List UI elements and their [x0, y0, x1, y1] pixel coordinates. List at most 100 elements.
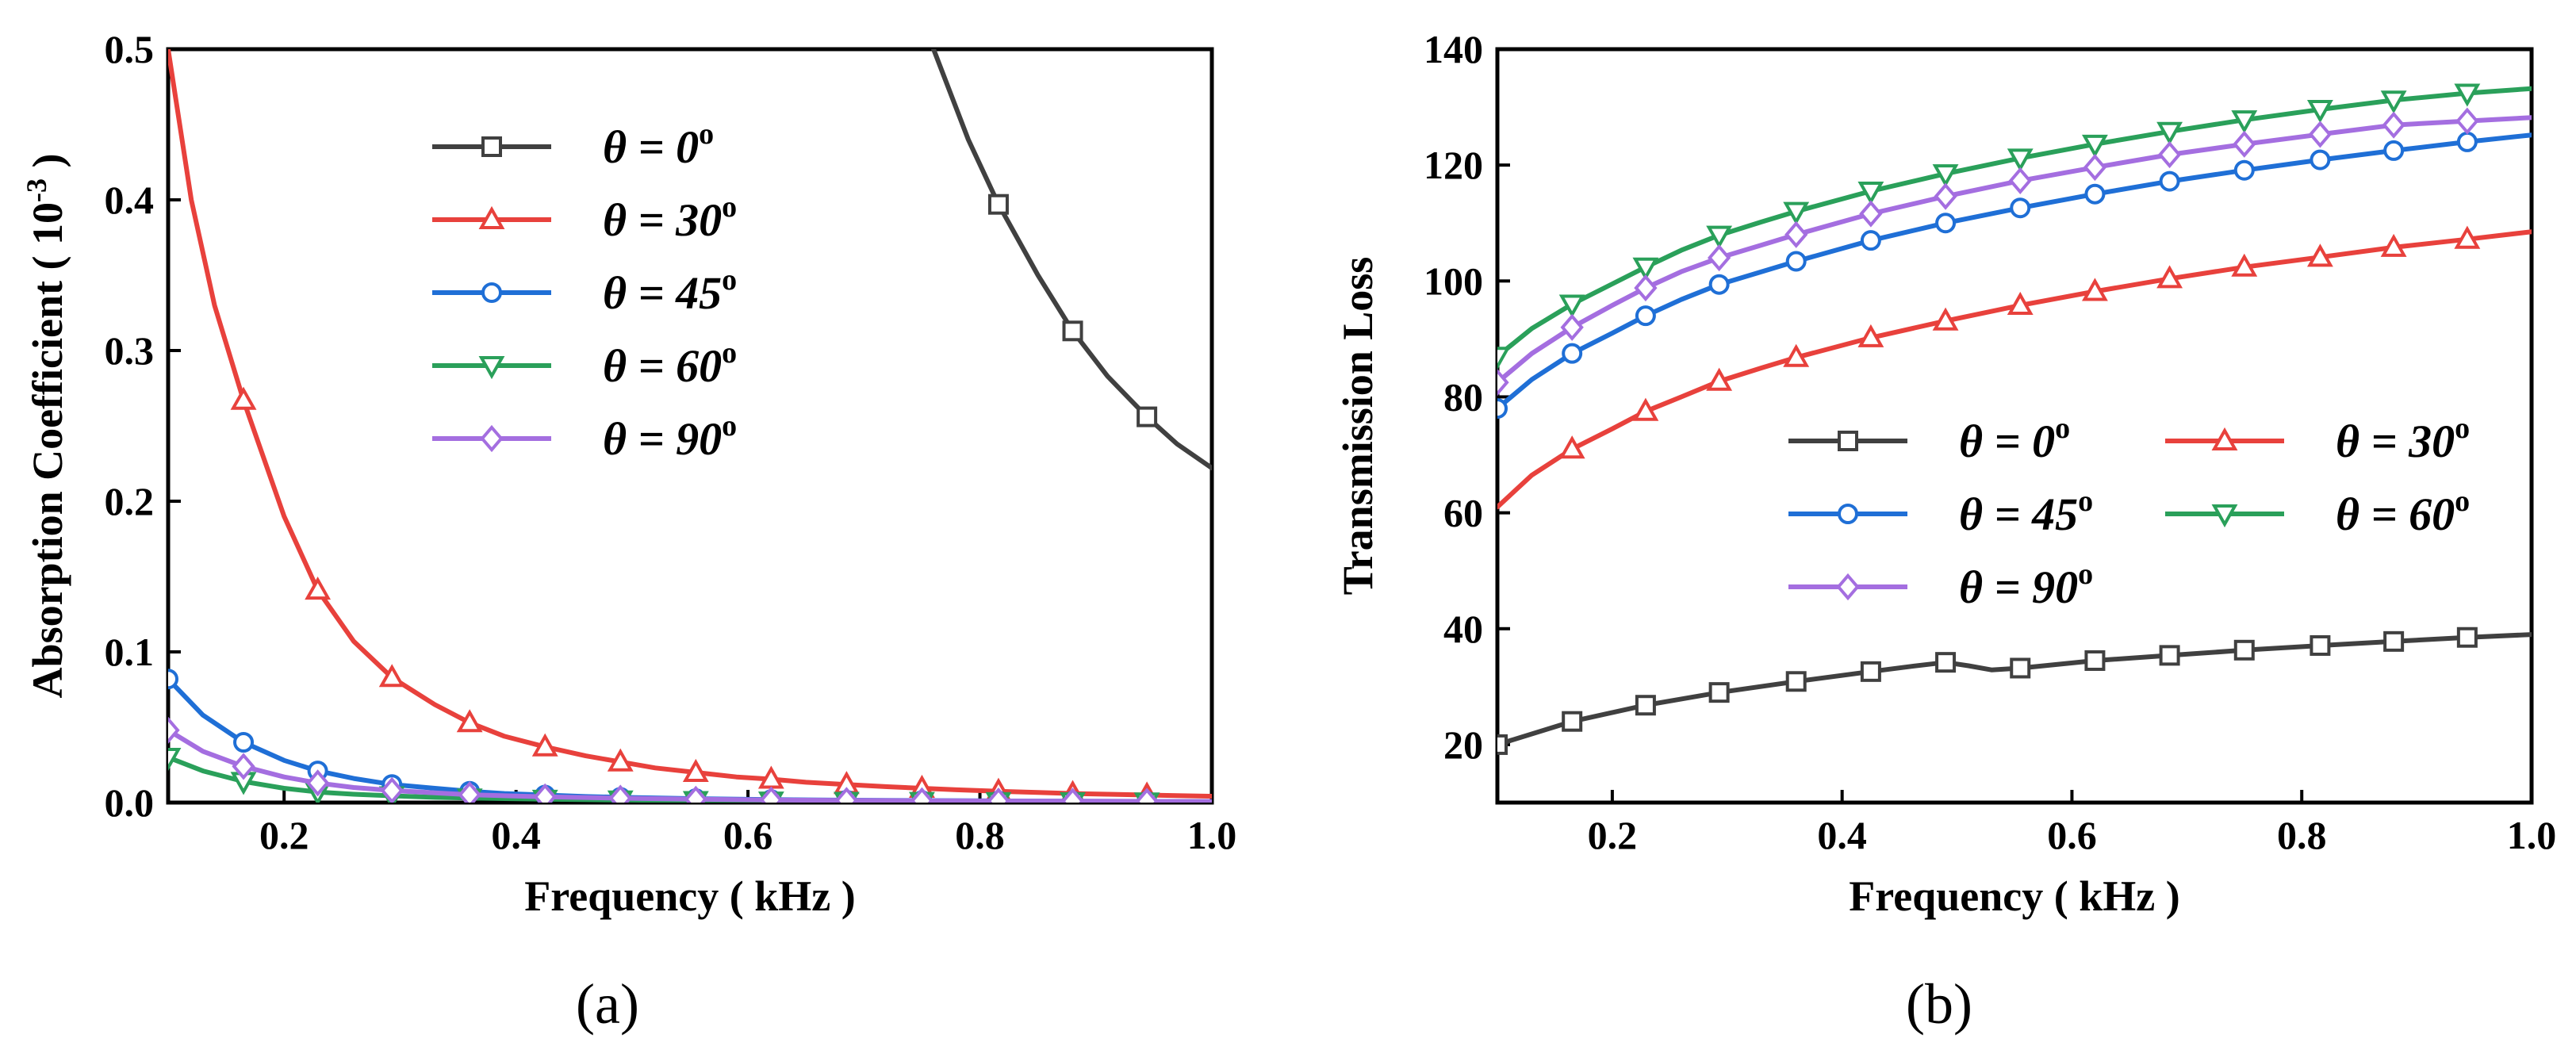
chart-a-point-theta-90: [1060, 788, 1085, 803]
chart-b-legend-label: θ = 90o: [1959, 558, 2093, 613]
chart-b-point-theta-60: [2081, 134, 2108, 158]
chart-a-point-theta-30: [305, 577, 332, 600]
chart-a-point-theta-90: [910, 787, 934, 803]
chart-b-y-tick-label: 80: [1443, 374, 1483, 419]
chart-a-y-tick-label: 0.4: [105, 178, 155, 222]
chart-b-point-theta-60: [2007, 148, 2034, 172]
chart-a-legend-item-theta-45: θ = 45o: [432, 263, 737, 319]
chart-a-y-axis-label-exponent: -3: [21, 178, 52, 202]
chart-a-legend-label: θ = 60o: [603, 336, 737, 392]
chart-b-point-theta-60: [1783, 201, 1810, 225]
chart-b-point-theta-30: [2007, 291, 2034, 315]
chart-b-y-tick-label: 60: [1443, 491, 1483, 535]
chart-b-point-theta-0: [1935, 652, 1957, 673]
chart-a-point-theta-0: [987, 194, 1009, 215]
chart-b-point-theta-30: [1932, 307, 1959, 331]
chart-b-point-theta-60: [1632, 257, 1659, 281]
chart-a-legend-label: θ = 0o: [603, 117, 714, 173]
chart-b-point-theta-45: [1708, 274, 1730, 295]
chart-b-point-theta-0: [1497, 734, 1508, 755]
chart-b-point-theta-90: [2455, 107, 2479, 135]
chart-b-legend-label: θ = 0o: [1959, 412, 2070, 467]
chart-b-point-theta-90: [1708, 244, 1731, 272]
chart-a-y-tick-label: 0.5: [105, 27, 155, 71]
chart-b-point-theta-45: [1635, 305, 1656, 327]
chart-a-legend-item-theta-60: θ = 60o: [432, 336, 737, 392]
chart-a-legend-item-theta-0: θ = 0o: [432, 117, 714, 173]
chart-a-series-line-theta-30: [168, 49, 1212, 799]
chart-a-point-theta-90: [1135, 788, 1159, 803]
chart-a-point-theta-90: [305, 769, 330, 797]
chart-a-point-theta-30: [230, 386, 257, 410]
chart-a-x-tick-label: 0.2: [259, 813, 309, 857]
chart-a-legend-marker: [481, 282, 502, 303]
chart-a-point-theta-0: [1137, 406, 1158, 427]
chart-b-point-theta-0: [2084, 650, 2106, 671]
chart-a-point-theta-90: [608, 784, 632, 803]
chart-a-point-theta-30: [378, 664, 405, 688]
chart-a-y-tick-label: 0.2: [105, 479, 155, 523]
chart-b-point-theta-0: [1785, 671, 1807, 692]
chart-a-point-theta-90: [533, 783, 557, 803]
chart-b-point-theta-60: [1497, 347, 1511, 370]
chart-a-legend-item-theta-90: θ = 90o: [432, 409, 737, 465]
chart-b-series-line-theta-0: [1497, 632, 2532, 747]
chart-b-point-theta-30: [2231, 253, 2258, 277]
chart-b-legend-item-theta-60: θ = 60o: [2165, 485, 2470, 540]
chart-b-point-theta-90: [2157, 140, 2182, 169]
chart-b-point-theta-0: [2383, 630, 2405, 652]
chart-a-legend-marker: [478, 205, 505, 229]
chart-a-legend-item-theta-30: θ = 30o: [432, 190, 737, 246]
chart-a-legend-label: θ = 30o: [603, 190, 737, 246]
chart-a-y-tick-label: 0.3: [105, 328, 155, 373]
chart-a-point-theta-90: [759, 786, 783, 803]
chart-b-point-theta-45: [1785, 251, 1807, 272]
chart-b-y-tick-label: 120: [1424, 143, 1483, 187]
chart-b-point-theta-45: [2084, 183, 2106, 205]
chart-b-x-tick-label: 0.6: [2047, 813, 2097, 857]
chart-a-y-tick-label: 0.1: [105, 630, 155, 674]
chart-b-legend-item-theta-45: θ = 45o: [1788, 485, 2093, 540]
chart-a-legend-marker: [478, 356, 505, 380]
chart-b-point-theta-45: [2310, 149, 2331, 171]
chart-a-y-axis-label-close: ): [24, 154, 71, 178]
chart-a-legend-label: θ = 45o: [603, 263, 737, 319]
chart-b-point-theta-60: [1706, 225, 1733, 249]
chart-b-point-theta-45: [2233, 159, 2255, 181]
chart-b-x-tick-label: 0.2: [1588, 813, 1638, 857]
chart-a-point-theta-45: [233, 732, 255, 753]
chart-b-point-theta-0: [2456, 627, 2478, 648]
chart-b-point-theta-60: [2306, 100, 2333, 124]
chart-b-point-theta-30: [1706, 367, 1733, 391]
chart-b-point-theta-0: [1860, 661, 1881, 682]
chart-b-y-tick-label: 100: [1424, 259, 1483, 303]
chart-b-point-theta-45: [2159, 171, 2180, 192]
chart-b-point-theta-30: [1783, 343, 1810, 367]
chart-b-legend-marker: [1836, 573, 1860, 601]
chart-a-x-tick-label: 0.8: [955, 813, 1005, 857]
chart-b-panel-label: (b): [1906, 972, 1972, 1036]
chart-b-y-tick-label: 20: [1443, 722, 1483, 767]
chart-a-point-theta-30: [682, 758, 709, 782]
chart-a-legend-label: θ = 90o: [603, 409, 737, 465]
chart-b-point-theta-0: [2159, 645, 2180, 666]
chart-a-x-axis-label: Frequency ( kHz ): [524, 872, 855, 920]
chart-b-point-theta-45: [1497, 398, 1508, 420]
chart-b-point-theta-90: [2083, 154, 2107, 182]
chart-a-y-axis-label: Absorption Coefficient ( 10-3 ): [21, 154, 71, 699]
chart-b-legend-label: θ = 30o: [2336, 412, 2470, 467]
chart-b-point-theta-60: [1558, 294, 1585, 318]
chart-b-point-theta-90: [1560, 313, 1584, 341]
chart-a-point-theta-30: [607, 748, 634, 772]
chart-b-y-tick-label: 40: [1443, 607, 1483, 651]
chart-b-point-theta-90: [2308, 121, 2333, 148]
chart-b-legend-label: θ = 45o: [1959, 485, 2093, 540]
chart-b-point-theta-0: [1635, 695, 1656, 716]
chart-b-point-theta-30: [2306, 243, 2333, 267]
chart-a-x-tick-label: 1.0: [1187, 813, 1237, 857]
chart-b-point-theta-0: [1562, 711, 1583, 732]
chart-a-point-theta-30: [531, 733, 558, 757]
chart-b-point-theta-30: [1632, 397, 1659, 421]
chart-b-legend-marker: [2211, 504, 2238, 528]
